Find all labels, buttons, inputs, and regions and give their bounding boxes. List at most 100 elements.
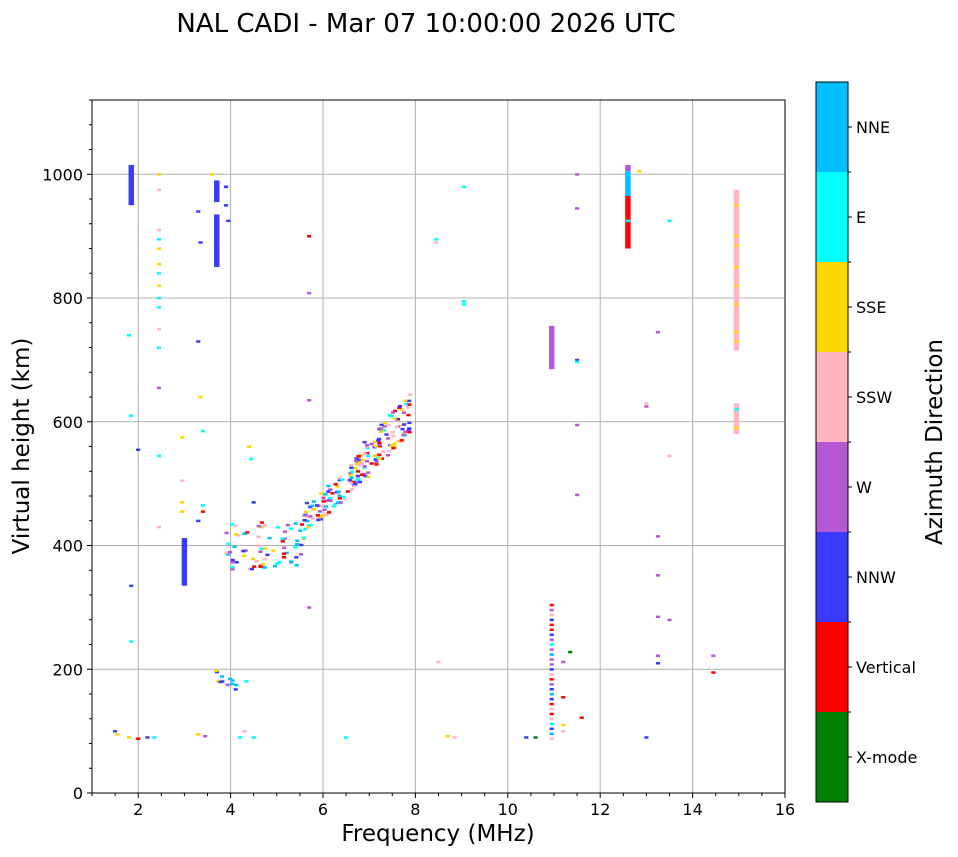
cluster-point	[315, 514, 320, 517]
cluster-point	[377, 457, 382, 460]
cluster-point	[323, 505, 329, 508]
cluster-point	[400, 427, 405, 431]
cluster-point	[383, 421, 388, 425]
column-point	[549, 722, 554, 726]
colorbar-frame	[815, 81, 849, 803]
column-segment	[625, 195, 631, 249]
cluster-point	[335, 485, 340, 488]
cluster-point	[322, 508, 327, 511]
data-point	[533, 736, 538, 739]
cluster-point	[250, 557, 256, 561]
colorbar-label: SSW	[856, 388, 892, 407]
column-point	[549, 663, 554, 666]
cluster-point	[391, 446, 396, 450]
column-speckle	[734, 235, 739, 238]
cluster-point	[379, 430, 384, 433]
cluster-point	[295, 539, 300, 543]
cluster-point	[355, 474, 360, 478]
data-point	[344, 736, 349, 739]
cluster-point	[230, 558, 235, 562]
data-point	[156, 238, 162, 241]
column-point	[549, 673, 554, 676]
column-point	[549, 678, 554, 681]
cluster-point	[293, 522, 298, 525]
cluster-point	[380, 450, 386, 453]
data-point	[568, 650, 573, 654]
data-point	[644, 405, 649, 408]
data-point	[644, 402, 649, 405]
data-point	[210, 173, 215, 176]
data-point	[561, 696, 566, 699]
cluster-point	[359, 462, 365, 465]
data-point	[524, 736, 529, 739]
cluster-point	[358, 454, 364, 457]
cluster-point	[323, 493, 328, 496]
data-point	[461, 300, 466, 303]
data-point	[667, 618, 672, 622]
cluster-point	[339, 478, 344, 481]
data-point	[655, 654, 661, 658]
cluster-point	[275, 562, 280, 565]
cluster-point	[331, 505, 336, 508]
colorbar-label: NNE	[856, 118, 890, 137]
data-point	[129, 640, 134, 643]
cluster-point	[242, 532, 247, 536]
cluster-point	[355, 463, 360, 466]
cluster-point	[373, 444, 378, 448]
cluster-point	[394, 425, 399, 429]
cluster-point	[355, 479, 360, 482]
colorbar-swatch	[816, 532, 848, 622]
cluster-point	[404, 402, 409, 406]
cluster-point	[214, 670, 220, 674]
cluster-point	[219, 675, 225, 678]
cluster-point	[302, 518, 307, 522]
column-speckle	[734, 408, 739, 411]
cluster-point	[284, 551, 289, 555]
cluster-point	[349, 466, 354, 470]
data-point	[113, 730, 118, 733]
cluster-point	[262, 547, 267, 550]
cluster-point	[392, 417, 397, 420]
cluster-point	[359, 473, 365, 476]
cluster-point	[330, 492, 335, 495]
cluster-point	[265, 553, 270, 557]
x-tick-label: 6	[318, 800, 328, 819]
data-point	[667, 219, 672, 223]
plot-frame	[91, 99, 786, 794]
cluster-point	[384, 433, 389, 436]
cluster-point	[225, 683, 230, 687]
data-point	[156, 296, 162, 300]
cluster-point	[349, 476, 354, 480]
cluster-point	[271, 549, 276, 552]
cluster-point	[399, 408, 404, 411]
cluster-point	[337, 478, 342, 482]
cluster-point	[363, 452, 368, 456]
cluster-point	[282, 546, 287, 550]
cluster-point	[213, 669, 219, 672]
cluster-point	[301, 536, 306, 540]
cluster-point	[234, 683, 239, 687]
y-tick-label: 0	[73, 784, 83, 803]
data-point	[196, 210, 201, 213]
column-point	[549, 613, 554, 617]
cluster-point	[319, 504, 324, 507]
cluster-point	[349, 487, 354, 491]
cluster-point	[392, 442, 397, 445]
data-point	[180, 501, 185, 504]
column-point	[549, 628, 554, 632]
data-point	[223, 185, 229, 189]
column-point	[549, 638, 554, 641]
data-point	[655, 574, 661, 577]
cluster-point	[337, 497, 342, 500]
cluster-point	[289, 560, 294, 563]
cluster-point	[326, 484, 331, 488]
data-point	[156, 188, 162, 192]
column-segment	[214, 180, 220, 203]
data-point	[156, 346, 162, 349]
y-axis-label: Virtual height (km)	[9, 338, 35, 555]
data-point	[156, 327, 162, 331]
colorbar-title: Azimuth Direction	[922, 339, 948, 545]
cluster-point	[348, 473, 353, 477]
data-point	[196, 733, 201, 736]
cluster-point	[230, 561, 235, 564]
